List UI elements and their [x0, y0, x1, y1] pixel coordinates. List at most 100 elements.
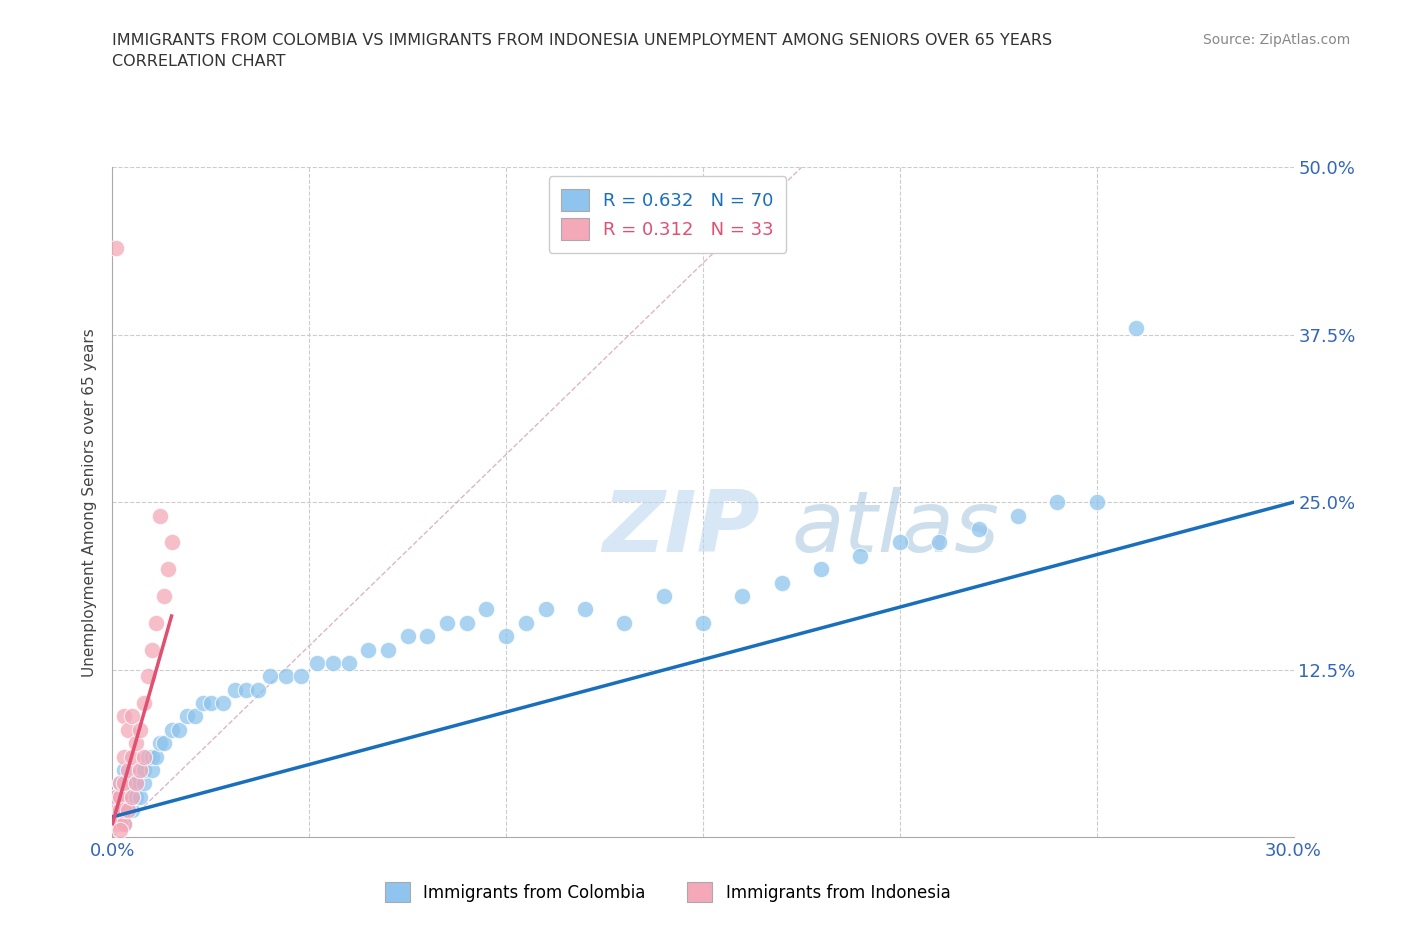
- Point: [849, 549, 872, 564]
- Point: [967, 522, 990, 537]
- Point: [121, 709, 143, 724]
- Point: [110, 790, 132, 804]
- Point: [117, 776, 139, 790]
- Point: [112, 750, 135, 764]
- Point: [149, 508, 172, 523]
- Point: [112, 817, 135, 831]
- Point: [307, 656, 329, 671]
- Point: [200, 696, 222, 711]
- Point: [152, 589, 174, 604]
- Point: [141, 642, 163, 657]
- Point: [125, 776, 148, 790]
- Point: [112, 709, 135, 724]
- Point: [290, 669, 312, 684]
- Point: [652, 589, 675, 604]
- Point: [145, 616, 167, 631]
- Y-axis label: Unemployment Among Seniors over 65 years: Unemployment Among Seniors over 65 years: [82, 328, 97, 677]
- Point: [692, 616, 714, 631]
- Point: [377, 642, 399, 657]
- Point: [136, 750, 159, 764]
- Point: [112, 763, 135, 777]
- Point: [160, 535, 183, 550]
- Text: IMMIGRANTS FROM COLOMBIA VS IMMIGRANTS FROM INDONESIA UNEMPLOYMENT AMONG SENIORS: IMMIGRANTS FROM COLOMBIA VS IMMIGRANTS F…: [112, 33, 1053, 47]
- Point: [169, 723, 191, 737]
- Point: [117, 803, 139, 817]
- Point: [132, 696, 155, 711]
- Point: [475, 602, 498, 617]
- Point: [211, 696, 233, 711]
- Point: [125, 776, 148, 790]
- Point: [1007, 508, 1029, 523]
- Point: [105, 790, 128, 804]
- Point: [105, 817, 128, 831]
- Point: [495, 629, 517, 644]
- Point: [110, 790, 132, 804]
- Point: [121, 803, 143, 817]
- Text: CORRELATION CHART: CORRELATION CHART: [112, 54, 285, 69]
- Text: atlas: atlas: [792, 487, 1000, 570]
- Point: [141, 763, 163, 777]
- Point: [112, 790, 135, 804]
- Point: [156, 562, 179, 577]
- Point: [105, 817, 128, 831]
- Text: ZIP: ZIP: [603, 487, 761, 570]
- Point: [1125, 321, 1147, 336]
- Point: [322, 656, 344, 671]
- Point: [145, 750, 167, 764]
- Point: [129, 763, 152, 777]
- Point: [149, 736, 172, 751]
- Point: [160, 723, 183, 737]
- Point: [121, 790, 143, 804]
- Point: [928, 535, 950, 550]
- Point: [191, 696, 214, 711]
- Point: [436, 616, 458, 631]
- Point: [117, 803, 139, 817]
- Point: [105, 790, 128, 804]
- Point: [235, 683, 257, 698]
- Point: [224, 683, 246, 698]
- Point: [770, 575, 793, 590]
- Point: [129, 790, 152, 804]
- Point: [810, 562, 832, 577]
- Point: [110, 776, 132, 790]
- Point: [112, 776, 135, 790]
- Point: [132, 776, 155, 790]
- Point: [132, 763, 155, 777]
- Point: [152, 736, 174, 751]
- Point: [105, 803, 128, 817]
- Point: [1046, 495, 1069, 510]
- Point: [112, 803, 135, 817]
- Point: [125, 790, 148, 804]
- Point: [259, 669, 281, 684]
- Point: [247, 683, 270, 698]
- Point: [110, 803, 132, 817]
- Point: [110, 776, 132, 790]
- Point: [416, 629, 439, 644]
- Point: [136, 669, 159, 684]
- Point: [129, 723, 152, 737]
- Point: [110, 817, 132, 831]
- Point: [125, 736, 148, 751]
- Point: [1085, 495, 1108, 510]
- Point: [117, 763, 139, 777]
- Text: Source: ZipAtlas.com: Source: ZipAtlas.com: [1202, 33, 1350, 46]
- Point: [141, 750, 163, 764]
- Point: [112, 817, 135, 831]
- Point: [105, 240, 128, 255]
- Point: [117, 723, 139, 737]
- Point: [121, 776, 143, 790]
- Point: [613, 616, 636, 631]
- Point: [112, 803, 135, 817]
- Point: [121, 750, 143, 764]
- Point: [274, 669, 297, 684]
- Point: [456, 616, 478, 631]
- Point: [396, 629, 419, 644]
- Point: [574, 602, 596, 617]
- Point: [129, 763, 152, 777]
- Point: [110, 803, 132, 817]
- Point: [184, 709, 207, 724]
- Point: [731, 589, 754, 604]
- Point: [132, 750, 155, 764]
- Point: [357, 642, 380, 657]
- Legend: Immigrants from Colombia, Immigrants from Indonesia: Immigrants from Colombia, Immigrants fro…: [378, 875, 957, 909]
